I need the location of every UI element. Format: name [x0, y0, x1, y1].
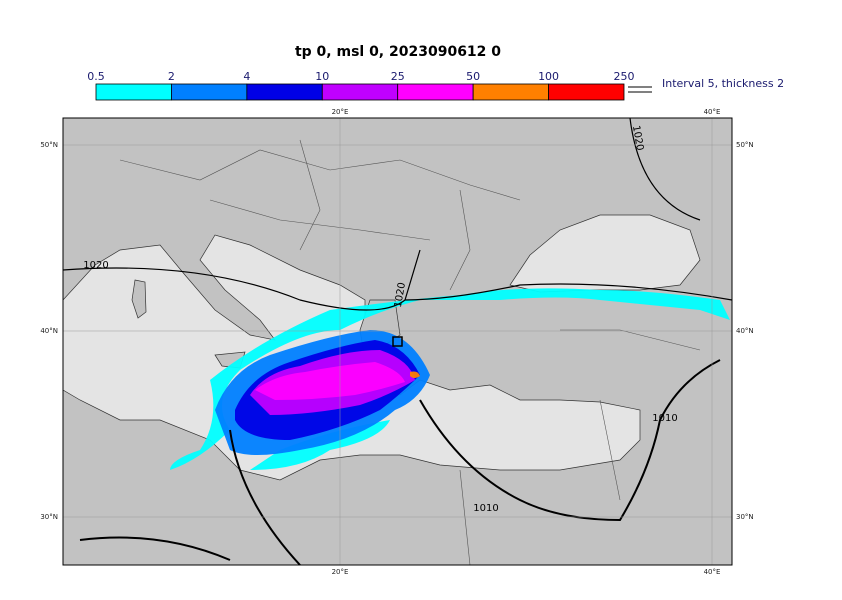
map-frame	[62, 117, 733, 566]
colorbar-label: 4	[243, 70, 250, 83]
contour-label: 1020	[83, 260, 108, 271]
precipitation	[170, 288, 730, 470]
graticule	[63, 118, 732, 565]
colorbar: 0.5 2 4 10 25 50 100 250	[87, 70, 635, 101]
contour-label: 1010	[652, 413, 677, 424]
colorbar-swatch	[95, 83, 172, 101]
colorbar-label: 10	[315, 70, 329, 83]
lat-label: 40°N	[736, 327, 754, 335]
border	[119, 139, 701, 565]
colorbar-swatch	[321, 83, 399, 101]
lat-label: 30°N	[40, 513, 58, 521]
precip-area	[410, 371, 420, 378]
map	[63, 118, 732, 565]
lat-label: 40°N	[40, 327, 58, 335]
colorbar-swatch	[246, 83, 323, 101]
colorbar-swatch	[397, 83, 474, 101]
title: tp 0, msl 0, 2023090612 0	[295, 44, 501, 60]
isobar	[79, 359, 721, 565]
colorbar-label: 0.5	[87, 70, 105, 83]
colorbar-swatch	[472, 83, 549, 101]
colorbar-label: 25	[391, 70, 405, 83]
contour-label: 1020	[393, 282, 408, 309]
colorbar-swatch	[548, 83, 625, 101]
lat-label: 30°N	[736, 513, 754, 521]
contour-label: 1010	[473, 503, 498, 514]
colorbar-swatch	[171, 83, 248, 101]
colorbar-label: 100	[538, 70, 559, 83]
lon-label: 20°E	[332, 108, 349, 116]
colorbar-label: 50	[466, 70, 480, 83]
isobar	[63, 118, 732, 311]
marker	[392, 336, 403, 347]
precip-area	[255, 362, 405, 400]
lon-label: 40°E	[704, 108, 721, 116]
colorbar-label: 2	[168, 70, 175, 83]
contour-label: 1020	[630, 125, 645, 152]
lat-label: 50°N	[736, 141, 754, 149]
lat-label: 50°N	[40, 141, 58, 149]
colorbar-label: 250	[614, 70, 635, 83]
lon-label: 40°E	[704, 568, 721, 576]
lon-label: 20°E	[332, 568, 349, 576]
legend-text: Interval 5, thickness 2	[662, 77, 784, 90]
precip-area	[170, 288, 730, 470]
